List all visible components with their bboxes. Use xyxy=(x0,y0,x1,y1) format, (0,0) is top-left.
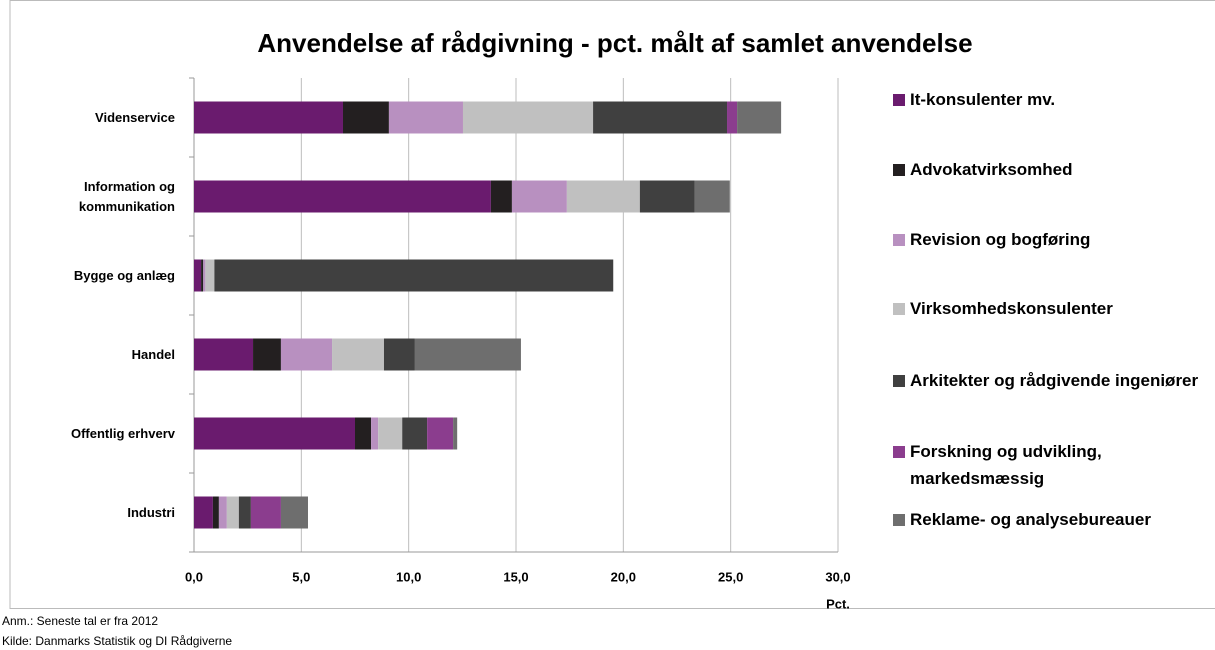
bar-segment xyxy=(214,259,614,292)
legend-item: Reklame- og analysebureauer xyxy=(893,506,1203,533)
bar-segment xyxy=(383,338,415,371)
bar-segment xyxy=(402,417,428,450)
bar-segment xyxy=(194,417,355,450)
bar-segment xyxy=(253,338,281,371)
bar-segment xyxy=(218,496,227,529)
y-tick-label: Bygge og anlæg xyxy=(73,267,175,283)
legend-item: Advokatvirksomhed xyxy=(893,156,1203,183)
legend-item: It-konsulenter mv. xyxy=(893,86,1203,113)
bar-segment xyxy=(388,101,463,134)
bar-segment xyxy=(737,101,782,134)
x-tick-label: 20,0 xyxy=(611,569,636,584)
bar-segment xyxy=(427,417,454,450)
footnote: Kilde: Danmarks Statistik og DI Rådgiver… xyxy=(2,634,233,648)
x-tick-label: 10,0 xyxy=(396,569,421,584)
x-tick-label: 25,0 xyxy=(718,569,743,584)
y-tick-label: Information og kommunikation xyxy=(78,178,175,214)
legend-label: It-konsulenter mv. xyxy=(910,90,1056,109)
legend-label: Forskning og udvikling, markedsmæssig xyxy=(910,442,1102,488)
bar-segment xyxy=(342,101,389,134)
legend-swatch xyxy=(893,375,905,387)
bar-segment xyxy=(194,101,343,134)
bar-segment xyxy=(490,180,512,213)
bar-segment xyxy=(727,101,738,134)
bar-segment xyxy=(378,417,403,450)
frame xyxy=(9,0,1215,609)
legend-swatch xyxy=(893,446,905,458)
bar-segment xyxy=(462,101,594,134)
y-tick-label: Videnservice xyxy=(95,109,175,125)
bar-segment xyxy=(694,180,730,213)
bar-segment xyxy=(201,259,204,292)
x-tick-label: 15,0 xyxy=(503,569,528,584)
bar-segment xyxy=(355,417,372,450)
bar-segment xyxy=(371,417,379,450)
legend-item: Virksomhedskonsulenter xyxy=(893,295,1203,322)
bar-segment xyxy=(203,259,206,292)
legend-swatch xyxy=(893,94,905,106)
legend-item: Forskning og udvikling, markedsmæssig xyxy=(893,438,1203,492)
bar-segment xyxy=(238,496,251,529)
bar-segment xyxy=(414,338,521,371)
bar-segment xyxy=(194,259,202,292)
x-axis-label: Pct. xyxy=(826,596,850,611)
y-tick-label: Handel xyxy=(131,346,175,362)
y-tick-label: Industri xyxy=(127,504,175,520)
x-tick-label: 5,0 xyxy=(292,569,310,584)
x-tick-label: 30,0 xyxy=(825,569,850,584)
legend-swatch xyxy=(893,234,905,246)
legend-item: Arkitekter og rådgivende ingeniører xyxy=(893,367,1203,394)
bar-segment xyxy=(280,496,308,529)
bar-segment xyxy=(511,180,567,213)
bar-segment xyxy=(205,259,215,292)
bar-segment xyxy=(639,180,695,213)
y-tick-label: Offentlig erhverv xyxy=(70,425,175,441)
bar-segment xyxy=(194,496,213,529)
legend-label: Reklame- og analysebureauer xyxy=(910,510,1151,529)
chart-title: Anvendelse af rådgivning - pct. målt af … xyxy=(257,28,972,58)
bar-segment xyxy=(280,338,333,371)
bar-segment xyxy=(332,338,384,371)
bar-segment xyxy=(194,338,254,371)
bar-segment xyxy=(226,496,239,529)
legend-swatch xyxy=(893,164,905,176)
bar-segment xyxy=(453,417,458,450)
bar-segment xyxy=(593,101,728,134)
footnote: Anm.: Seneste tal er fra 2012 xyxy=(2,614,159,628)
legend-swatch xyxy=(893,303,905,315)
bar-segment xyxy=(194,180,491,213)
legend-label: Advokatvirksomhed xyxy=(910,160,1073,179)
legend-label: Revision og bogføring xyxy=(910,230,1091,249)
bar-segment xyxy=(250,496,281,529)
bar-segment xyxy=(212,496,219,529)
x-tick-label: 0,0 xyxy=(185,569,203,584)
legend-label: Virksomhedskonsulenter xyxy=(910,299,1113,318)
bar-segment xyxy=(566,180,640,213)
legend-swatch xyxy=(893,514,905,526)
legend-item: Revision og bogføring xyxy=(893,226,1203,253)
legend-label: Arkitekter og rådgivende ingeniører xyxy=(910,371,1199,390)
